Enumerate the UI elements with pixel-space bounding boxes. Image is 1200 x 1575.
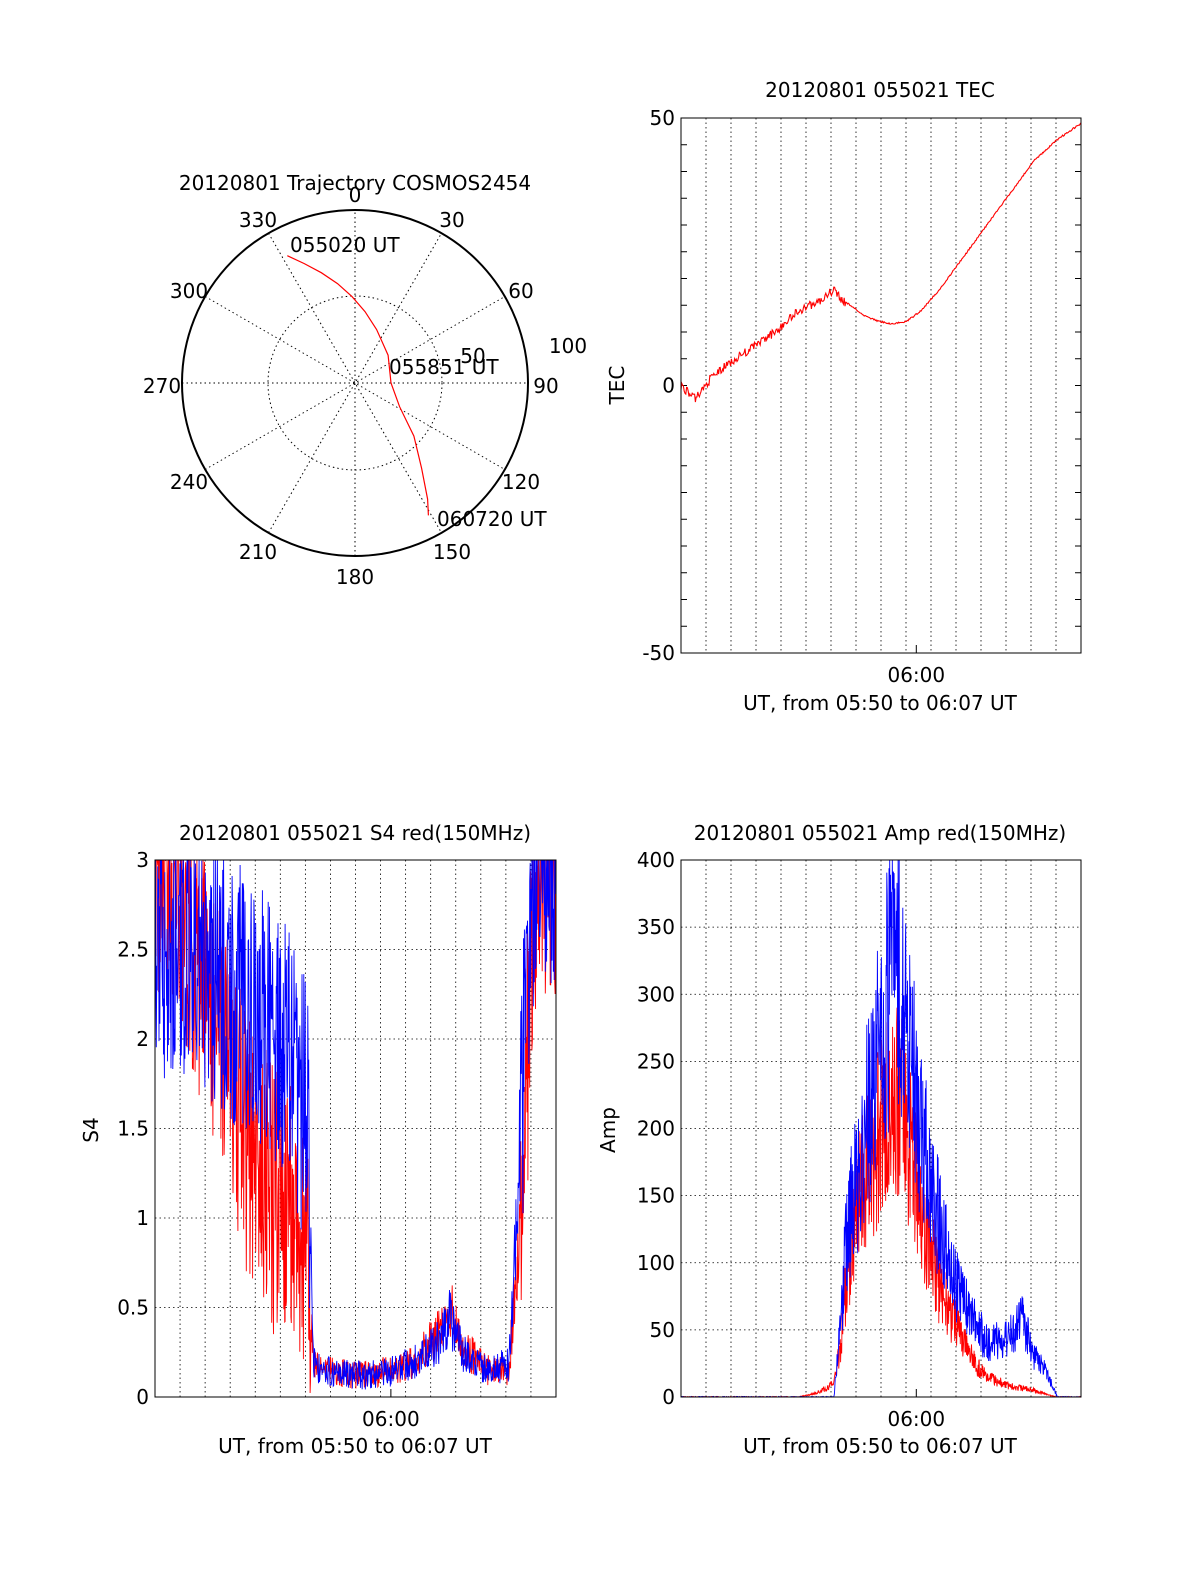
tec-title: 20120801 055021 TEC	[765, 78, 995, 102]
tec-series	[680, 122, 1082, 403]
y-tick-label: 350	[637, 915, 675, 939]
s4-series	[154, 859, 557, 1394]
angle-label-210: 210	[239, 540, 277, 564]
y-tick-label: 200	[637, 1117, 675, 1141]
polar-angle-labels: 0 30 60 90 120 150 180 210 240 270 300 3…	[143, 183, 587, 589]
tec-grid	[681, 118, 1081, 653]
tec-frame	[680, 117, 1082, 654]
trajectory-line	[287, 255, 429, 516]
y-tick-label: 0.5	[117, 1296, 149, 1320]
angle-label-60: 60	[508, 279, 533, 303]
s4-title: 20120801 055021 S4 red(150MHz)	[179, 821, 531, 845]
series-line-0	[680, 122, 1082, 403]
amp-x-tick-labels: 06:00	[887, 1407, 945, 1431]
tec-y-axis-label: TEC	[605, 366, 629, 406]
y-tick-label: 0	[662, 374, 675, 398]
s4-grid	[155, 860, 556, 1397]
series-line-1	[154, 859, 557, 1390]
polar-outer-ring	[181, 209, 529, 557]
y-tick-label: 100	[637, 1251, 675, 1275]
x-tick-label: 06:00	[362, 1407, 420, 1431]
angle-label-240: 240	[170, 470, 208, 494]
y-tick-label: 50	[650, 106, 675, 130]
amp-x-axis-label: UT, from 05:50 to 06:07 UT	[743, 1434, 1018, 1458]
amp-y-tick-labels: 0 50 100 150 200 250 300 350 400	[637, 848, 675, 1409]
tec-panel: 20120801 055021 TEC -50 0 50 06:00 UT, fro…	[605, 78, 1082, 715]
angle-label-30: 30	[439, 208, 464, 232]
radius-label-50: 50	[460, 344, 485, 368]
y-tick-label: 50	[650, 1318, 675, 1342]
angle-label-150: 150	[433, 540, 471, 564]
s4-y-tick-labels: 0 0.5 1 1.5 2 2.5 3	[117, 848, 149, 1409]
y-tick-label: 250	[637, 1049, 675, 1073]
polar-spoke-30	[268, 232, 442, 534]
angle-label-330: 330	[239, 208, 277, 232]
tec-x-axis-label: UT, from 05:50 to 06:07 UT	[743, 691, 1018, 715]
polar-spoke-150	[268, 232, 442, 534]
polar-trajectory-panel: 20120801 Trajectory COSMOS2454 0 30 60 9…	[143, 171, 587, 589]
y-tick-label: 1	[136, 1206, 149, 1230]
amp-y-axis-label: Amp	[596, 1107, 620, 1153]
amp-panel: 20120801 055021 Amp red(150MHz) 0 50 100 15…	[596, 821, 1082, 1458]
s4-frame	[154, 859, 557, 1398]
amp-title: 20120801 055021 Amp red(150MHz)	[694, 821, 1066, 845]
y-tick-label: 0	[662, 1385, 675, 1409]
s4-panel: 20120801 055021 S4 red(150MHz) 0 0.5 1 1.5 2…	[79, 821, 557, 1458]
angle-label-0: 0	[349, 183, 362, 207]
x-tick-label: 06:00	[887, 663, 945, 687]
annotation-start-time: 055020 UT	[290, 233, 400, 257]
tec-y-tick-labels: -50 0 50	[642, 106, 675, 665]
y-tick-label: -50	[642, 641, 675, 665]
annotation-mid-time: 055851 UT	[389, 355, 499, 379]
x-tick-label: 06:00	[887, 1407, 945, 1431]
polar-grid	[182, 210, 528, 556]
y-tick-label: 300	[637, 982, 675, 1006]
tec-x-tick-labels: 06:00	[887, 663, 945, 687]
angle-label-120: 120	[502, 470, 540, 494]
s4-y-axis-label: S4	[79, 1117, 103, 1142]
polar-spoke-60	[204, 296, 506, 470]
angle-label-180: 180	[336, 565, 374, 589]
polar-spoke-120	[204, 296, 506, 470]
radius-label-100: 100	[549, 334, 587, 358]
s4-x-tick-labels: 06:00	[362, 1407, 420, 1431]
annotation-end-time: 060720 UT	[437, 507, 547, 531]
y-tick-label: 400	[637, 848, 675, 872]
y-tick-label: 0	[136, 1385, 149, 1409]
y-tick-label: 3	[136, 848, 149, 872]
y-tick-label: 2	[136, 1027, 149, 1051]
y-tick-label: 1.5	[117, 1117, 149, 1141]
y-tick-label: 150	[637, 1184, 675, 1208]
angle-label-300: 300	[170, 279, 208, 303]
y-tick-label: 2.5	[117, 938, 149, 962]
polar-title: 20120801 Trajectory COSMOS2454	[179, 171, 531, 195]
angle-label-90: 90	[533, 374, 558, 398]
amp-frame	[680, 859, 1082, 1398]
angle-label-270: 270	[143, 374, 181, 398]
s4-x-axis-label: UT, from 05:50 to 06:07 UT	[218, 1434, 493, 1458]
